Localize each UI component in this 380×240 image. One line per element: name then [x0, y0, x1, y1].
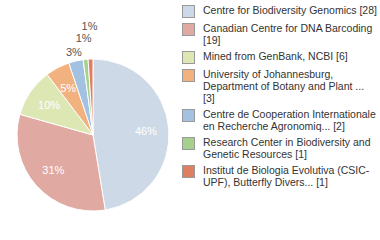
- svg-text:10%: 10%: [38, 99, 60, 111]
- html-text:Canadian Centre for DNA Barcod: Canadian Centre for DNA Barcoding [19]: [203, 22, 373, 46]
- html-text:Centre for Biodiversity Genomi: Centre for Biodiversity Genomics [28]: [203, 4, 377, 16]
- svg-text:5%: 5%: [60, 82, 76, 94]
- html-text:University of Johannesburg, De: University of Johannesburg, Department o…: [203, 68, 365, 104]
- html-text:Institut de Biologia Evolutiva: Institut de Biologia Evolutiva (CSIC-UPF…: [203, 164, 370, 188]
- svg-text:3%: 3%: [66, 46, 82, 58]
- svg-text:31%: 31%: [42, 164, 64, 176]
- html-text:Centre de Cooperation Internat: Centre de Cooperation Internationale en …: [203, 108, 376, 132]
- svg-text:1%: 1%: [82, 20, 98, 32]
- svg-text:46%: 46%: [135, 125, 157, 137]
- html-text:Research Center in Biodiversit: Research Center in Biodiversity and Gene…: [203, 136, 371, 160]
- html-text:Mined from GenBank, NCBI [6]: Mined from GenBank, NCBI [6]: [203, 50, 348, 62]
- svg-text:1%: 1%: [76, 32, 92, 44]
